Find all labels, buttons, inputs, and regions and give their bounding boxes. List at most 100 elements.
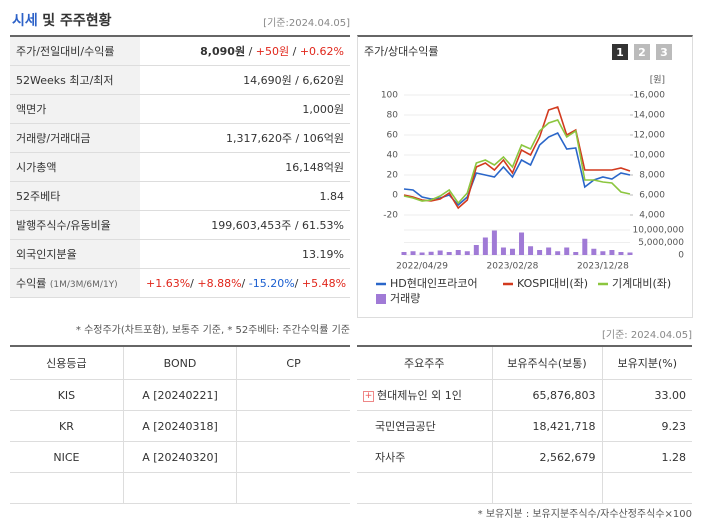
empty: [236, 472, 350, 504]
x-tick-label: 2022/04/29: [396, 262, 448, 272]
volume-bar: [455, 250, 461, 255]
cp: [236, 410, 350, 442]
agency: KIS: [10, 379, 124, 411]
tab[interactable]: [634, 44, 650, 60]
header: 신용등급: [10, 345, 124, 380]
bond: A [20240221]: [122, 379, 237, 411]
empty: [491, 472, 602, 504]
y-tick-label: 40: [387, 151, 399, 161]
value: 1,000원: [140, 94, 350, 124]
volume-bar: [446, 252, 452, 255]
agency: KR: [10, 410, 124, 442]
series-line: [403, 131, 631, 207]
volume-tick-label: 5,000,000: [638, 238, 684, 248]
value: 1,317,620주 / 106억원: [140, 123, 350, 153]
y2-tick-label: 6,000: [639, 191, 665, 201]
header: CP: [236, 345, 350, 380]
note: * 수정주가(차트포함), 보통주 기준, * 52주베타: 주간수익률 기준: [75, 325, 350, 336]
r2: +8.88%: [197, 276, 242, 290]
sep: /: [289, 45, 300, 58]
sep: /: [245, 45, 256, 58]
volume-bar: [509, 248, 515, 255]
value: 14,690원 / 6,620원: [140, 65, 350, 95]
r4: +5.48%: [301, 276, 347, 290]
y2-tick-label: 12,000: [634, 131, 666, 141]
legend-label: 기계대비(좌): [612, 277, 671, 290]
agency: NICE: [10, 441, 124, 473]
title-main: 시세: [12, 13, 38, 29]
value: 13.19%: [140, 239, 350, 269]
change: +50원: [255, 45, 290, 58]
volume-bar: [582, 238, 588, 255]
r1: +1.63%: [146, 276, 191, 290]
volume-bar: [564, 247, 570, 255]
empty: [10, 472, 124, 504]
volume-bar: [428, 251, 434, 255]
label: 액면가: [10, 94, 140, 124]
y2-unit: [원]: [650, 75, 665, 86]
y2-tick-label: 4,000: [639, 211, 665, 221]
expand-icon[interactable]: +: [363, 390, 374, 402]
volume-bar: [627, 252, 633, 255]
series-line: [403, 105, 631, 210]
y-tick-label: 0: [392, 191, 398, 201]
tab[interactable]: [656, 44, 672, 60]
holders-date: [기준: 2024.04.05]: [601, 330, 692, 341]
header: 주요주주: [357, 345, 492, 380]
volume-bar: [464, 251, 470, 255]
y2-tick-label: 8,000: [639, 171, 665, 181]
cp: [236, 441, 350, 473]
sep: /: [241, 276, 249, 290]
x-tick-label: 2023/12/28: [577, 262, 629, 272]
volume-bar: [410, 251, 416, 255]
volume-bar: [482, 237, 488, 255]
label: 거래량/거래대금: [10, 123, 140, 153]
label: 52Weeks 최고/최저: [10, 65, 140, 95]
pct: 1.28: [601, 441, 692, 473]
legend-label: HD현대인프라코어: [390, 277, 478, 290]
y2-tick-label: 16,000: [634, 91, 666, 101]
legend-label: 거래량: [390, 292, 420, 305]
y2-tick-label: 10,000: [634, 151, 666, 161]
rate: +0.62%: [299, 45, 344, 58]
shares: 65,876,803: [491, 379, 602, 411]
label: 수익률 (1M/3M/6M/1Y): [10, 268, 140, 298]
holder-name: 국민연금공단: [357, 410, 492, 442]
volume-tick-label: 0: [678, 251, 684, 261]
volume-bar: [437, 250, 443, 255]
label: 52주베타: [10, 181, 140, 211]
volume-bar: [573, 252, 579, 255]
section-title: 시세 및 주주현황: [12, 10, 112, 30]
tab[interactable]: [612, 44, 628, 60]
volume-tick-label: 10,000,000: [632, 226, 684, 236]
value: 1.84: [140, 181, 350, 211]
legend-swatch: [376, 294, 386, 304]
y-tick-label: 100: [381, 91, 398, 101]
volume-bar: [473, 245, 479, 255]
sep: /: [294, 276, 302, 290]
y2-tick-label: 14,000: [634, 111, 666, 121]
quote-table: 주가/전일대비/수익률 8,090원 / +50원 / +0.62% 52Week…: [10, 35, 350, 298]
volume-bar: [491, 230, 497, 255]
volume-bar: [419, 252, 425, 255]
chart-box: [357, 35, 693, 318]
tab-label: 3: [660, 46, 668, 59]
empty: [601, 472, 692, 504]
y-tick-label: -20: [383, 211, 398, 221]
label: 주가/전일대비/수익률: [10, 36, 140, 66]
tab-label: 2: [638, 46, 646, 59]
pct: 9.23: [601, 410, 692, 442]
volume-bar: [546, 247, 552, 255]
sep: /: [190, 276, 198, 290]
label-sub: (1M/3M/6M/1Y): [49, 280, 118, 290]
holder-name: 자사주: [357, 441, 492, 473]
volume-bar: [600, 251, 606, 255]
holders-note: * 보유지분 : 보유지분주식수/자수산정주식수×100: [477, 509, 692, 520]
volume-bar: [537, 250, 543, 255]
shares: 18,421,718: [491, 410, 602, 442]
volume-bar: [555, 251, 561, 255]
title-rest: 및 주주현황: [42, 13, 112, 29]
price: 8,090원: [200, 45, 246, 58]
volume-bar: [401, 252, 407, 255]
